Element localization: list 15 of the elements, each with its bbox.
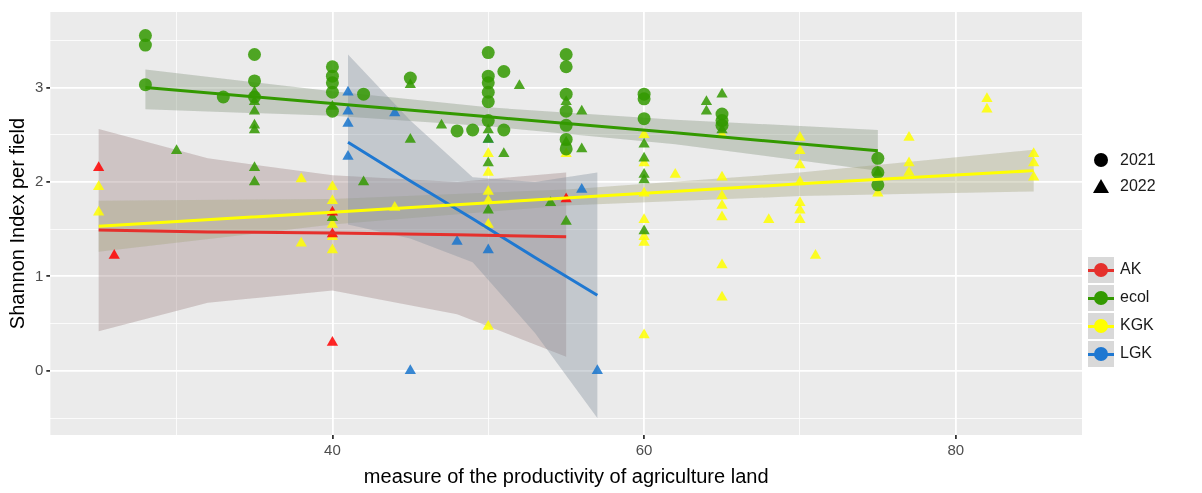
legend-label: LGK <box>1120 344 1153 362</box>
text: 2021 <box>1120 151 1156 169</box>
legend-label: AK <box>1120 260 1142 278</box>
x-axis-title: measure of the productivity of agriculture land <box>363 464 769 487</box>
y-tick-label: 2 <box>35 172 44 190</box>
y-axis-title: Shannon Index per field <box>5 117 28 330</box>
x-tick-label: 40 <box>324 441 341 459</box>
x-tick-label: 80 <box>947 441 965 459</box>
legend-label: ecol <box>1120 288 1150 306</box>
text: 2022 <box>1120 177 1156 195</box>
x-tick-label: 60 <box>635 441 653 459</box>
y-tick-label: 1 <box>35 266 44 284</box>
y-tick-label: 3 <box>35 77 44 95</box>
y-tick-label: 0 <box>35 360 44 378</box>
legend-label: KGK <box>1120 316 1154 334</box>
